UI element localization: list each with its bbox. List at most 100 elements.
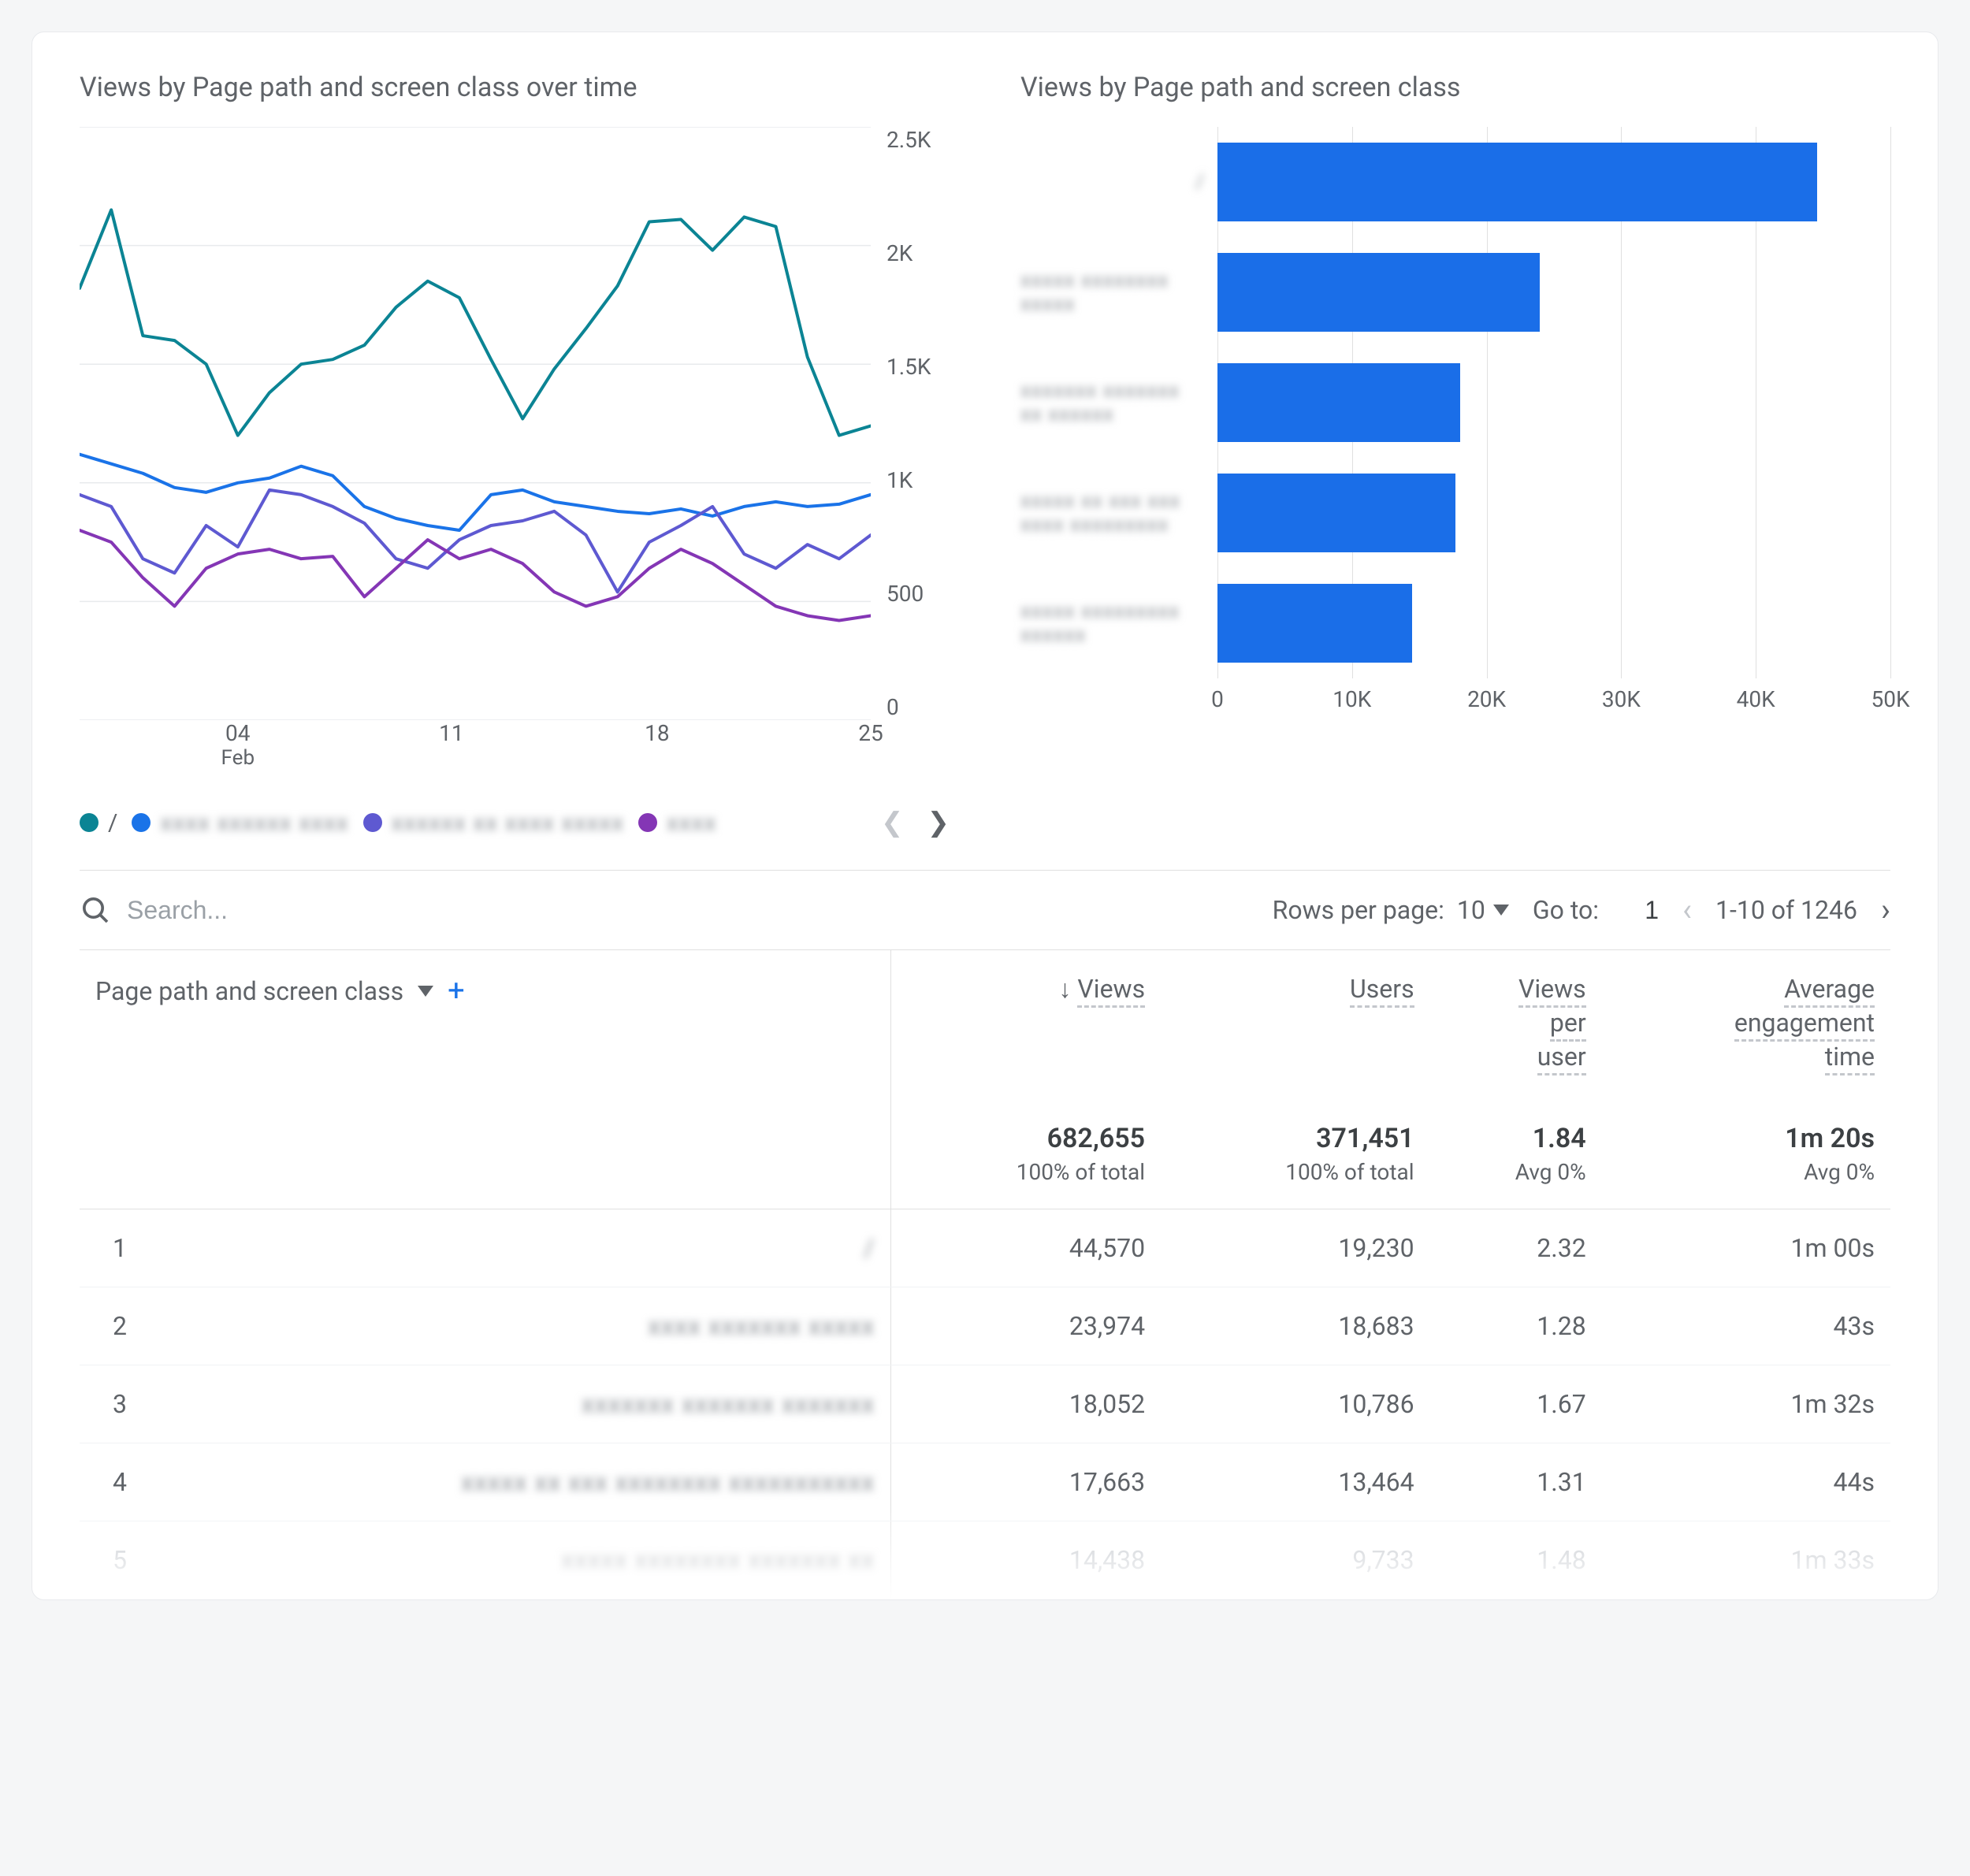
bar-x-tick-label: 50K	[1871, 686, 1909, 712]
y-tick-label: 2.5K	[886, 127, 931, 153]
row-users: 18,683	[1161, 1287, 1430, 1365]
row-vpu: 1.31	[1430, 1443, 1602, 1521]
row-users: 10,786	[1161, 1365, 1430, 1443]
row-index: 4	[80, 1443, 143, 1521]
line-chart-area: 04Feb111825 2.5K2K1.5K1K5000	[80, 127, 950, 775]
row-views: 18,052	[891, 1365, 1161, 1443]
row-vpu: 1.67	[1430, 1365, 1602, 1443]
summary-vpu: 1.84Avg 0%	[1430, 1099, 1602, 1209]
y-tick-label: 1.5K	[886, 354, 931, 380]
col-header-views[interactable]: ↓Views	[891, 950, 1161, 1099]
legend-nav: ❮ ❯	[881, 807, 950, 838]
table-row[interactable]: 1 / 44,570 19,230 2.32 1m 00s	[80, 1209, 1890, 1287]
summary-views: 682,655100% of total	[891, 1099, 1161, 1209]
bar[interactable]	[1217, 143, 1817, 221]
legend-label: xxxx	[667, 809, 717, 837]
col-header-users[interactable]: Users	[1161, 950, 1430, 1099]
summary-aet: 1m 20sAvg 0%	[1602, 1099, 1890, 1209]
bar-label: xxxxx xxxxxxxx xxxxx	[1020, 237, 1217, 347]
x-tick-label: 25	[858, 720, 883, 746]
rows-per-page-label: Rows per page:	[1273, 895, 1444, 925]
legend-label: xxxxxx xx xxxx xxxxx	[392, 809, 624, 837]
legend-dot-icon	[80, 813, 98, 832]
line-chart-x-axis: 04Feb111825	[80, 720, 871, 775]
goto-label: Go to:	[1533, 895, 1599, 925]
bar-chart-title: Views by Page path and screen class	[1020, 72, 1890, 103]
bar[interactable]	[1217, 253, 1540, 332]
chevron-down-icon	[1493, 905, 1509, 916]
search-input[interactable]	[127, 896, 363, 925]
bar-label: xxxxxxx xxxxxxx xx xxxxxx	[1020, 347, 1217, 458]
bar-chart-labels: /xxxxx xxxxxxxx xxxxxxxxxxxx xxxxxxx xx …	[1020, 127, 1217, 678]
legend-prev-icon[interactable]: ❮	[881, 807, 904, 838]
y-tick-label: 1K	[886, 467, 913, 493]
legend-next-icon[interactable]: ❯	[927, 807, 950, 838]
legend-item[interactable]: xxxxxx xx xxxx xxxxx	[363, 809, 624, 837]
analytics-card: Views by Page path and screen class over…	[32, 32, 1938, 1600]
goto-input[interactable]	[1611, 896, 1659, 925]
summary-users: 371,451100% of total	[1161, 1099, 1430, 1209]
legend-dot-icon	[363, 813, 382, 832]
legend-label: /	[108, 809, 117, 837]
legend-dot-icon	[638, 813, 657, 832]
table-row[interactable]: 3 xxxxxxx xxxxxxx xxxxxxx 18,052 10,786 …	[80, 1365, 1890, 1443]
bar-chart-plot	[1217, 127, 1890, 678]
row-aet: 43s	[1602, 1287, 1890, 1365]
dimension-dropdown-icon[interactable]	[418, 986, 433, 997]
line-chart-title: Views by Page path and screen class over…	[80, 72, 950, 103]
table-header-row: Page path and screen class + ↓Views User…	[80, 950, 1890, 1099]
table-controls: Rows per page: 10 Go to: ‹ 1-10 of 1246 …	[80, 871, 1890, 949]
row-path: xxxxx xx xxx xxxxxxxx xxxxxxxxxxx	[143, 1443, 891, 1521]
row-aet: 1m 32s	[1602, 1365, 1890, 1443]
bar-x-tick-label: 30K	[1602, 686, 1641, 712]
table-row[interactable]: 5 xxxxx xxxxxxxx xxxxxxx xx 14,438 9,733…	[80, 1521, 1890, 1599]
row-index: 1	[80, 1209, 143, 1287]
legend-dot-icon	[132, 813, 151, 832]
x-tick-label: 11	[439, 720, 463, 746]
bar[interactable]	[1217, 584, 1412, 663]
bar-x-tick-label: 20K	[1467, 686, 1506, 712]
legend-label: xxxx xxxxxx xxxx	[160, 809, 348, 837]
summary-row: 682,655100% of total 371,451100% of tota…	[80, 1099, 1890, 1209]
row-path: xxxx xxxxxxx xxxxx	[143, 1287, 891, 1365]
line-chart-svg	[80, 127, 871, 720]
row-aet: 1m 33s	[1602, 1521, 1890, 1599]
row-index: 5	[80, 1521, 143, 1599]
add-dimension-icon[interactable]: +	[448, 974, 465, 1009]
legend-item[interactable]: xxxx	[638, 809, 717, 837]
bar-grid-line	[1890, 127, 1891, 678]
col-header-vpu[interactable]: Views per user	[1430, 950, 1602, 1099]
table-row[interactable]: 4 xxxxx xx xxx xxxxxxxx xxxxxxxxxxx 17,6…	[80, 1443, 1890, 1521]
row-aet: 1m 00s	[1602, 1209, 1890, 1287]
dimension-header-cell: Page path and screen class +	[80, 950, 891, 1099]
pager-next-icon[interactable]: ›	[1881, 894, 1890, 926]
row-aet: 44s	[1602, 1443, 1890, 1521]
row-index: 2	[80, 1287, 143, 1365]
table-section: Page path and screen class + ↓Views User…	[80, 949, 1890, 1599]
pager-prev-icon[interactable]: ‹	[1682, 894, 1692, 926]
line-chart-panel: Views by Page path and screen class over…	[80, 72, 950, 838]
rows-per-page-value: 10	[1457, 895, 1485, 925]
bar[interactable]	[1217, 363, 1460, 442]
row-users: 9,733	[1161, 1521, 1430, 1599]
sort-arrow-icon: ↓	[1058, 974, 1071, 1004]
rows-per-page-dropdown[interactable]: 10	[1457, 895, 1509, 925]
data-table: Page path and screen class + ↓Views User…	[80, 950, 1890, 1599]
bar-label: xxxxx xx xxx xxx xxxx xxxxxxxxx	[1020, 458, 1217, 568]
table-row[interactable]: 2 xxxx xxxxxxx xxxxx 23,974 18,683 1.28 …	[80, 1287, 1890, 1365]
y-tick-label: 2K	[886, 240, 913, 266]
bar-label: xxxxx xxxxxxxxx xxxxxx	[1020, 568, 1217, 678]
row-index: 3	[80, 1365, 143, 1443]
col-header-aet[interactable]: Average engagement time	[1602, 950, 1890, 1099]
dimension-header-label: Page path and screen class	[95, 976, 403, 1006]
row-views: 17,663	[891, 1443, 1161, 1521]
bar[interactable]	[1217, 474, 1455, 552]
row-path: xxxxx xxxxxxxx xxxxxxx xx	[143, 1521, 891, 1599]
legend-item[interactable]: xxxx xxxxxx xxxx	[132, 809, 348, 837]
y-tick-label: 500	[886, 581, 924, 607]
legend-item[interactable]: /	[80, 809, 117, 837]
row-path: /	[143, 1209, 891, 1287]
row-users: 13,464	[1161, 1443, 1430, 1521]
bar-chart-body: /xxxxx xxxxxxxx xxxxxxxxxxxx xxxxxxx xx …	[1020, 127, 1890, 678]
x-tick-label: 18	[645, 720, 669, 746]
